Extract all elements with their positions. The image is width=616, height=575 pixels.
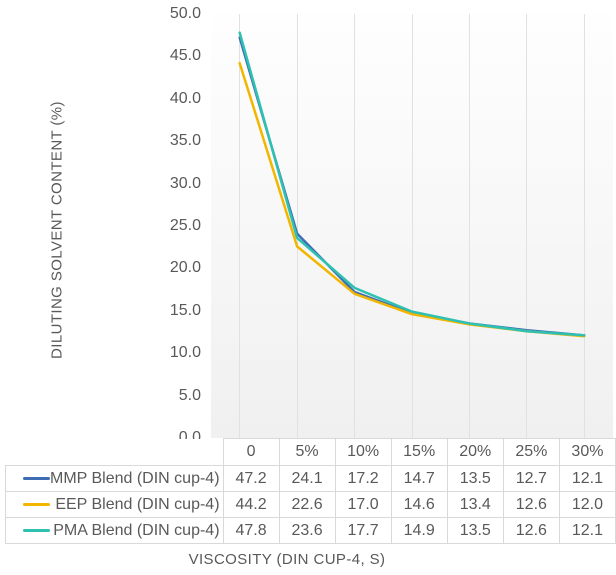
category-header-row: 0 5% 10% 15% 20% 25% 30% bbox=[5, 438, 616, 466]
y-tick-label: 5.0 bbox=[178, 386, 201, 404]
value-cell: 12.1 bbox=[558, 465, 616, 492]
category-label: 10% bbox=[334, 438, 392, 466]
value-cell: 17.7 bbox=[334, 517, 392, 544]
category-label: 5% bbox=[278, 438, 336, 466]
category-label: 15% bbox=[390, 438, 448, 466]
gridline bbox=[583, 14, 585, 438]
gridline bbox=[239, 14, 241, 438]
legend-line-marker bbox=[23, 503, 50, 506]
y-tick-label: 40.0 bbox=[169, 89, 201, 107]
plot-area bbox=[211, 14, 613, 438]
value-cell: 47.8 bbox=[222, 517, 280, 544]
value-cell: 17.0 bbox=[334, 491, 392, 518]
y-tick-label: 10.0 bbox=[169, 344, 201, 362]
value-cell: 12.6 bbox=[502, 491, 560, 518]
series-line bbox=[238, 31, 586, 337]
legend-cell: MMP Blend (DIN cup-4) bbox=[5, 465, 224, 492]
series-row: MMP Blend (DIN cup-4) 47.2 24.1 17.2 14.7 13.… bbox=[5, 465, 616, 492]
gridline bbox=[526, 14, 528, 438]
legend-cell: PMA Blend (DIN cup-4) bbox=[5, 517, 224, 544]
value-cell: 47.2 bbox=[222, 465, 280, 492]
value-cell: 14.7 bbox=[390, 465, 448, 492]
value-cell: 17.2 bbox=[334, 465, 392, 492]
value-cell: 13.5 bbox=[446, 517, 504, 544]
legend-header-spacer bbox=[5, 438, 224, 466]
gridline bbox=[354, 14, 356, 438]
value-cell: 13.5 bbox=[446, 465, 504, 492]
value-cell: 22.6 bbox=[278, 491, 336, 518]
series-line bbox=[238, 61, 586, 338]
value-cell: 12.0 bbox=[558, 491, 616, 518]
value-cell: 14.9 bbox=[390, 517, 448, 544]
y-tick-label: 20.0 bbox=[169, 259, 201, 277]
y-tick-label: 30.0 bbox=[169, 174, 201, 192]
legend-line-marker bbox=[23, 477, 50, 480]
legend-cell: EEP Blend (DIN cup-4) bbox=[5, 491, 224, 518]
x-axis-title: VISCOSITY (DIN CUP-4, S) bbox=[188, 551, 386, 568]
category-label: 20% bbox=[446, 438, 504, 466]
y-tick-label: 35.0 bbox=[169, 132, 201, 150]
legend-line-marker bbox=[23, 529, 50, 532]
category-label: 30% bbox=[558, 438, 616, 466]
y-tick-label: 15.0 bbox=[169, 301, 201, 319]
value-cell: 12.6 bbox=[502, 517, 560, 544]
value-cell: 23.6 bbox=[278, 517, 336, 544]
y-tick-label: 25.0 bbox=[169, 217, 201, 234]
value-cell: 13.4 bbox=[446, 491, 504, 518]
series-row: EEP Blend (DIN cup-4) 44.2 22.6 17.0 14.6 13.… bbox=[5, 491, 616, 518]
value-cell: 14.6 bbox=[390, 491, 448, 518]
series-name-label: EEP Blend (DIN cup-4) bbox=[55, 495, 220, 513]
category-label: 0 bbox=[222, 438, 280, 466]
value-cell: 44.2 bbox=[222, 491, 280, 518]
series-line bbox=[238, 36, 586, 337]
y-tick-label: 50.0 bbox=[169, 5, 201, 22]
data-table: 0 5% 10% 15% 20% 25% 30% MMP Blend (DIN cup-4)… bbox=[5, 438, 616, 544]
value-cell: 24.1 bbox=[278, 465, 336, 492]
value-cell: 12.1 bbox=[558, 517, 616, 544]
series-rows: MMP Blend (DIN cup-4) 47.2 24.1 17.2 14.7 13.… bbox=[5, 465, 616, 544]
gridline bbox=[296, 14, 298, 438]
category-label: 25% bbox=[502, 438, 560, 466]
value-cell: 12.7 bbox=[502, 465, 560, 492]
gridline bbox=[468, 14, 470, 438]
series-name-label: MMP Blend (DIN cup-4) bbox=[50, 469, 220, 487]
series-lines bbox=[238, 31, 586, 338]
series-row: PMA Blend (DIN cup-4) 47.8 23.6 17.7 14.9 13.… bbox=[5, 517, 616, 544]
series-name-label: PMA Blend (DIN cup-4) bbox=[53, 521, 220, 539]
gridline bbox=[411, 14, 413, 438]
y-tick-label: 45.0 bbox=[169, 47, 201, 65]
